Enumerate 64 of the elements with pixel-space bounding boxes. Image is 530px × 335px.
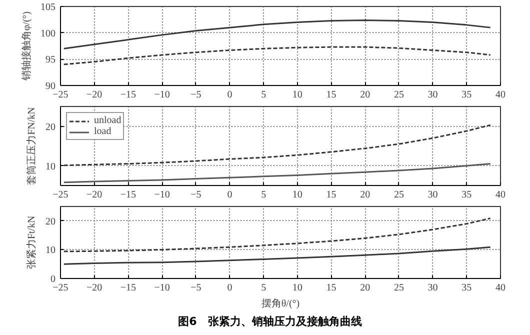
line-series [63,124,492,166]
x-tick-label: 35 [462,282,472,294]
y-tick-label: 95 [46,54,56,66]
x-tick-label: −15 [120,90,136,100]
x-tick-label: 30 [428,90,438,100]
x-tick-label: 15 [326,190,336,200]
y-tick-label: 105 [40,2,56,13]
x-tick-label: 5 [261,190,266,200]
x-tick-label: −20 [86,282,102,294]
x-tick-label: −20 [86,190,102,200]
x-tick-label: 25 [394,282,404,294]
x-tick-label: 5 [261,282,266,294]
x-tick-label: 25 [394,90,404,100]
x-tick-label: 0 [227,282,232,294]
x-tick-label: −25 [52,282,68,294]
x-tick-label: 10 [292,190,302,200]
x-tick-label: 15 [326,282,336,294]
x-tick-label: −25 [52,190,68,200]
x-tick-label: 35 [462,90,472,100]
x-tick-label: 20 [360,190,370,200]
x-tick-label: −5 [190,90,202,100]
y-tick-label: 20 [46,216,56,228]
x-tick-label: −5 [190,282,202,294]
y-tick-label: 100 [40,28,56,40]
x-tick-label: 0 [227,90,232,100]
x-tick-label: −5 [190,190,202,200]
x-tick-label: 30 [428,190,438,200]
legend-label: load [94,126,112,137]
x-tick-label: 20 [360,90,370,100]
x-tick-label: −10 [154,190,170,200]
x-tick-label: 5 [261,90,266,100]
x-tick-label: 20 [360,282,370,294]
legend-label: unload [94,115,122,126]
x-axis-title: 摆角θ/(°) [261,298,300,310]
y-tick-label: 90 [46,81,56,92]
x-tick-label: −15 [120,190,136,200]
line-series [63,246,492,265]
line-series [63,46,492,66]
y-axis-title: 套筒正压力FN/kN [26,107,38,185]
x-tick-label: 25 [394,190,404,200]
y-axis-title: 销轴接触角φ/(°) [20,11,32,82]
x-tick-label: 0 [227,190,232,200]
y-axis-title: 张紧力Ft/kN [26,216,38,270]
x-tick-label: −25 [52,90,68,100]
x-tick-label: 10 [292,282,302,294]
x-tick-label: −15 [120,282,136,294]
x-tick-label: 30 [428,282,438,294]
x-tick-label: −10 [154,90,170,100]
x-tick-label: −20 [86,90,102,100]
line-series [63,19,492,50]
x-tick-label: 15 [326,90,336,100]
y-tick-label: 0 [50,274,56,285]
caption: 图6 张紧力、销轴压力及接触角曲线 [178,314,362,330]
x-tick-label: 40 [496,190,506,200]
x-tick-label: 40 [496,282,506,294]
line-series [63,218,492,252]
y-tick-label: 10 [46,161,56,172]
y-tick-label: 10 [46,245,56,256]
line-series [63,163,492,184]
x-tick-label: 40 [496,90,506,100]
y-tick-label: 20 [46,122,56,133]
x-tick-label: 35 [462,190,472,200]
x-tick-label: 10 [292,90,302,100]
x-tick-label: −10 [154,282,170,294]
